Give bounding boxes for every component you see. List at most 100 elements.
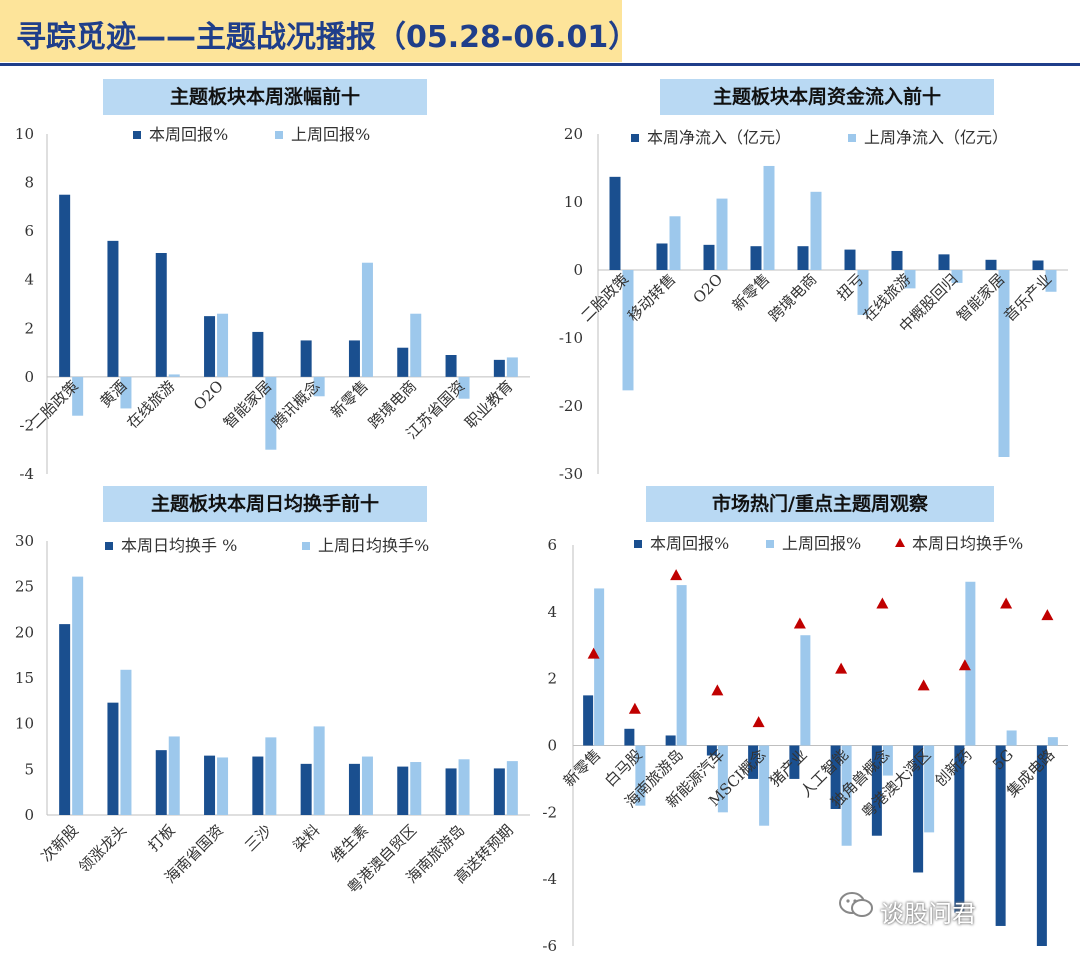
- bar-this-week: [445, 355, 457, 377]
- bar-this-week: [107, 240, 119, 377]
- y-tick-label: 6: [547, 536, 557, 554]
- bar-this-week: [830, 745, 841, 809]
- category-label: 新零售: [729, 270, 774, 315]
- bar-last-week: [458, 376, 470, 399]
- turnover-marker: [670, 569, 683, 581]
- bar-this-week: [300, 340, 312, 377]
- bar-this-week: [624, 728, 635, 746]
- header-divider: [0, 63, 1080, 66]
- bar-last-week: [1006, 730, 1017, 746]
- bar-this-week: [913, 745, 924, 873]
- legend-swatch: [105, 542, 113, 550]
- bar-this-week: [397, 347, 409, 377]
- y-tick-label: -4: [19, 465, 34, 483]
- bar-last-week: [120, 669, 132, 815]
- bar-this-week: [1032, 260, 1044, 270]
- legend-swatch: [895, 538, 905, 547]
- bar-last-week: [506, 761, 518, 815]
- y-tick-label: 2: [547, 670, 557, 688]
- bar-last-week: [72, 376, 84, 416]
- y-tick-label: 10: [564, 193, 583, 211]
- category-label: 创新药: [931, 746, 976, 791]
- y-tick-label: 0: [547, 737, 557, 755]
- bar-last-week: [265, 737, 277, 815]
- category-label: 职业教育: [462, 377, 517, 432]
- bar-last-week: [458, 759, 470, 815]
- y-tick-label: 10: [15, 715, 34, 733]
- y-tick-label: 5: [24, 760, 34, 778]
- y-tick-label: 15: [15, 669, 34, 687]
- bar-this-week: [493, 359, 505, 377]
- bar-last-week: [759, 745, 770, 826]
- page-title: 寻踪觅迹——主题战况播报（05.28-06.01）: [16, 20, 639, 55]
- category-label: 新零售: [327, 377, 372, 422]
- bar-last-week: [676, 585, 687, 746]
- y-tick-label: -10: [559, 329, 583, 347]
- legend-swatch: [848, 134, 856, 142]
- legend-swatch: [133, 131, 141, 139]
- bar-last-week: [716, 198, 728, 270]
- y-tick-label: 20: [564, 125, 583, 143]
- turnover-marker: [835, 662, 848, 674]
- bar-this-week: [204, 755, 216, 815]
- legend-label: 本周日均换手 %: [121, 536, 237, 555]
- watermark-text: 谈股问君: [880, 900, 976, 928]
- y-tick-label: -2: [19, 416, 34, 434]
- y-tick-label: 4: [547, 603, 557, 621]
- legend-label: 上周回报%: [782, 534, 861, 553]
- bar-this-week: [1036, 745, 1047, 946]
- turnover-marker: [628, 702, 641, 714]
- turnover-marker: [1000, 597, 1013, 609]
- bar-last-week: [594, 588, 605, 746]
- bar-this-week: [348, 763, 360, 815]
- bar-last-week: [217, 313, 229, 377]
- bar-this-week: [107, 702, 119, 815]
- bar-last-week: [168, 736, 180, 815]
- chart1-title: 主题板块本周涨幅前十: [103, 79, 427, 115]
- y-tick-label: -20: [559, 397, 583, 415]
- legend-swatch: [634, 540, 642, 548]
- legend-swatch: [302, 542, 310, 550]
- legend-swatch: [766, 540, 774, 548]
- legend-swatch: [275, 131, 283, 139]
- bar-this-week: [750, 246, 762, 270]
- bar-this-week: [871, 745, 882, 836]
- category-label: 5G: [989, 746, 1017, 774]
- bar-this-week: [609, 176, 621, 270]
- legend-label: 本周净流入（亿元）: [647, 128, 791, 147]
- bar-last-week: [800, 635, 811, 746]
- bar-last-week: [965, 581, 976, 746]
- y-tick-label: 4: [24, 271, 34, 289]
- category-label: 领涨龙头: [75, 821, 130, 876]
- bar-this-week: [789, 745, 800, 779]
- legend-label: 本周日均换手%: [912, 534, 1023, 553]
- bar-last-week: [635, 745, 646, 806]
- y-tick-label: -6: [542, 937, 557, 955]
- y-tick-label: 20: [15, 623, 34, 641]
- bar-last-week: [410, 762, 422, 815]
- category-label: 在线旅游: [123, 377, 178, 432]
- y-tick-label: 0: [24, 368, 34, 386]
- bar-last-week: [998, 270, 1010, 457]
- bar-this-week: [59, 194, 71, 377]
- legend-label: 本周回报%: [650, 534, 729, 553]
- bar-this-week: [985, 259, 997, 270]
- category-label: 打板: [145, 821, 179, 855]
- y-tick-label: -4: [542, 870, 557, 888]
- y-tick-label: 0: [573, 261, 583, 279]
- bar-this-week: [891, 250, 903, 270]
- bar-last-week: [904, 270, 916, 289]
- bar-last-week: [265, 376, 277, 450]
- y-tick-label: 25: [15, 578, 34, 596]
- bar-this-week: [656, 243, 668, 270]
- bar-this-week: [748, 745, 759, 779]
- bar-this-week: [844, 249, 856, 270]
- bar-this-week: [445, 768, 457, 815]
- bar-this-week: [583, 695, 594, 746]
- category-label: 染料: [290, 821, 324, 855]
- bar-last-week: [622, 270, 634, 391]
- bar-this-week: [954, 745, 965, 913]
